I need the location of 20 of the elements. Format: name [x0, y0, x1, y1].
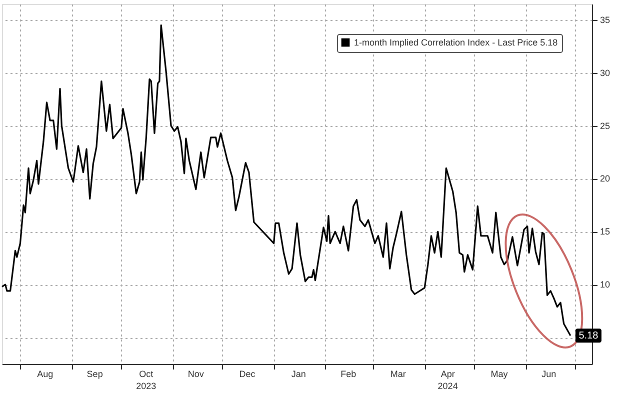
x-tick-label: May: [490, 369, 508, 379]
x-tick-label: Feb: [340, 369, 356, 379]
legend-label: 1-month Implied Correlation Index - Last Price 5.18: [354, 38, 558, 48]
line-series: [1, 24, 572, 336]
x-tick-label: Jun: [542, 369, 556, 379]
x-tick-label: Mar: [390, 369, 406, 379]
y-tick-label: 25: [600, 120, 610, 131]
y-tick-label: 35: [600, 14, 610, 25]
data-label: 5.18: [578, 330, 599, 342]
x-tick-label: Apr 2024: [438, 369, 458, 391]
x-tick-label: Aug: [37, 369, 54, 379]
x-tick-label: Sep: [86, 369, 103, 379]
x-tick-label: Jan: [291, 369, 306, 379]
y-tick-label: 20: [600, 174, 610, 184]
x-tick-label: Dec: [239, 369, 256, 379]
x-tick-label: Nov: [188, 369, 204, 379]
y-tick-label: 30: [600, 68, 610, 78]
x-tick-label: Oct 2023: [136, 369, 156, 391]
y-tick-label: 10: [600, 280, 610, 290]
y-tick-label: 15: [600, 226, 610, 237]
